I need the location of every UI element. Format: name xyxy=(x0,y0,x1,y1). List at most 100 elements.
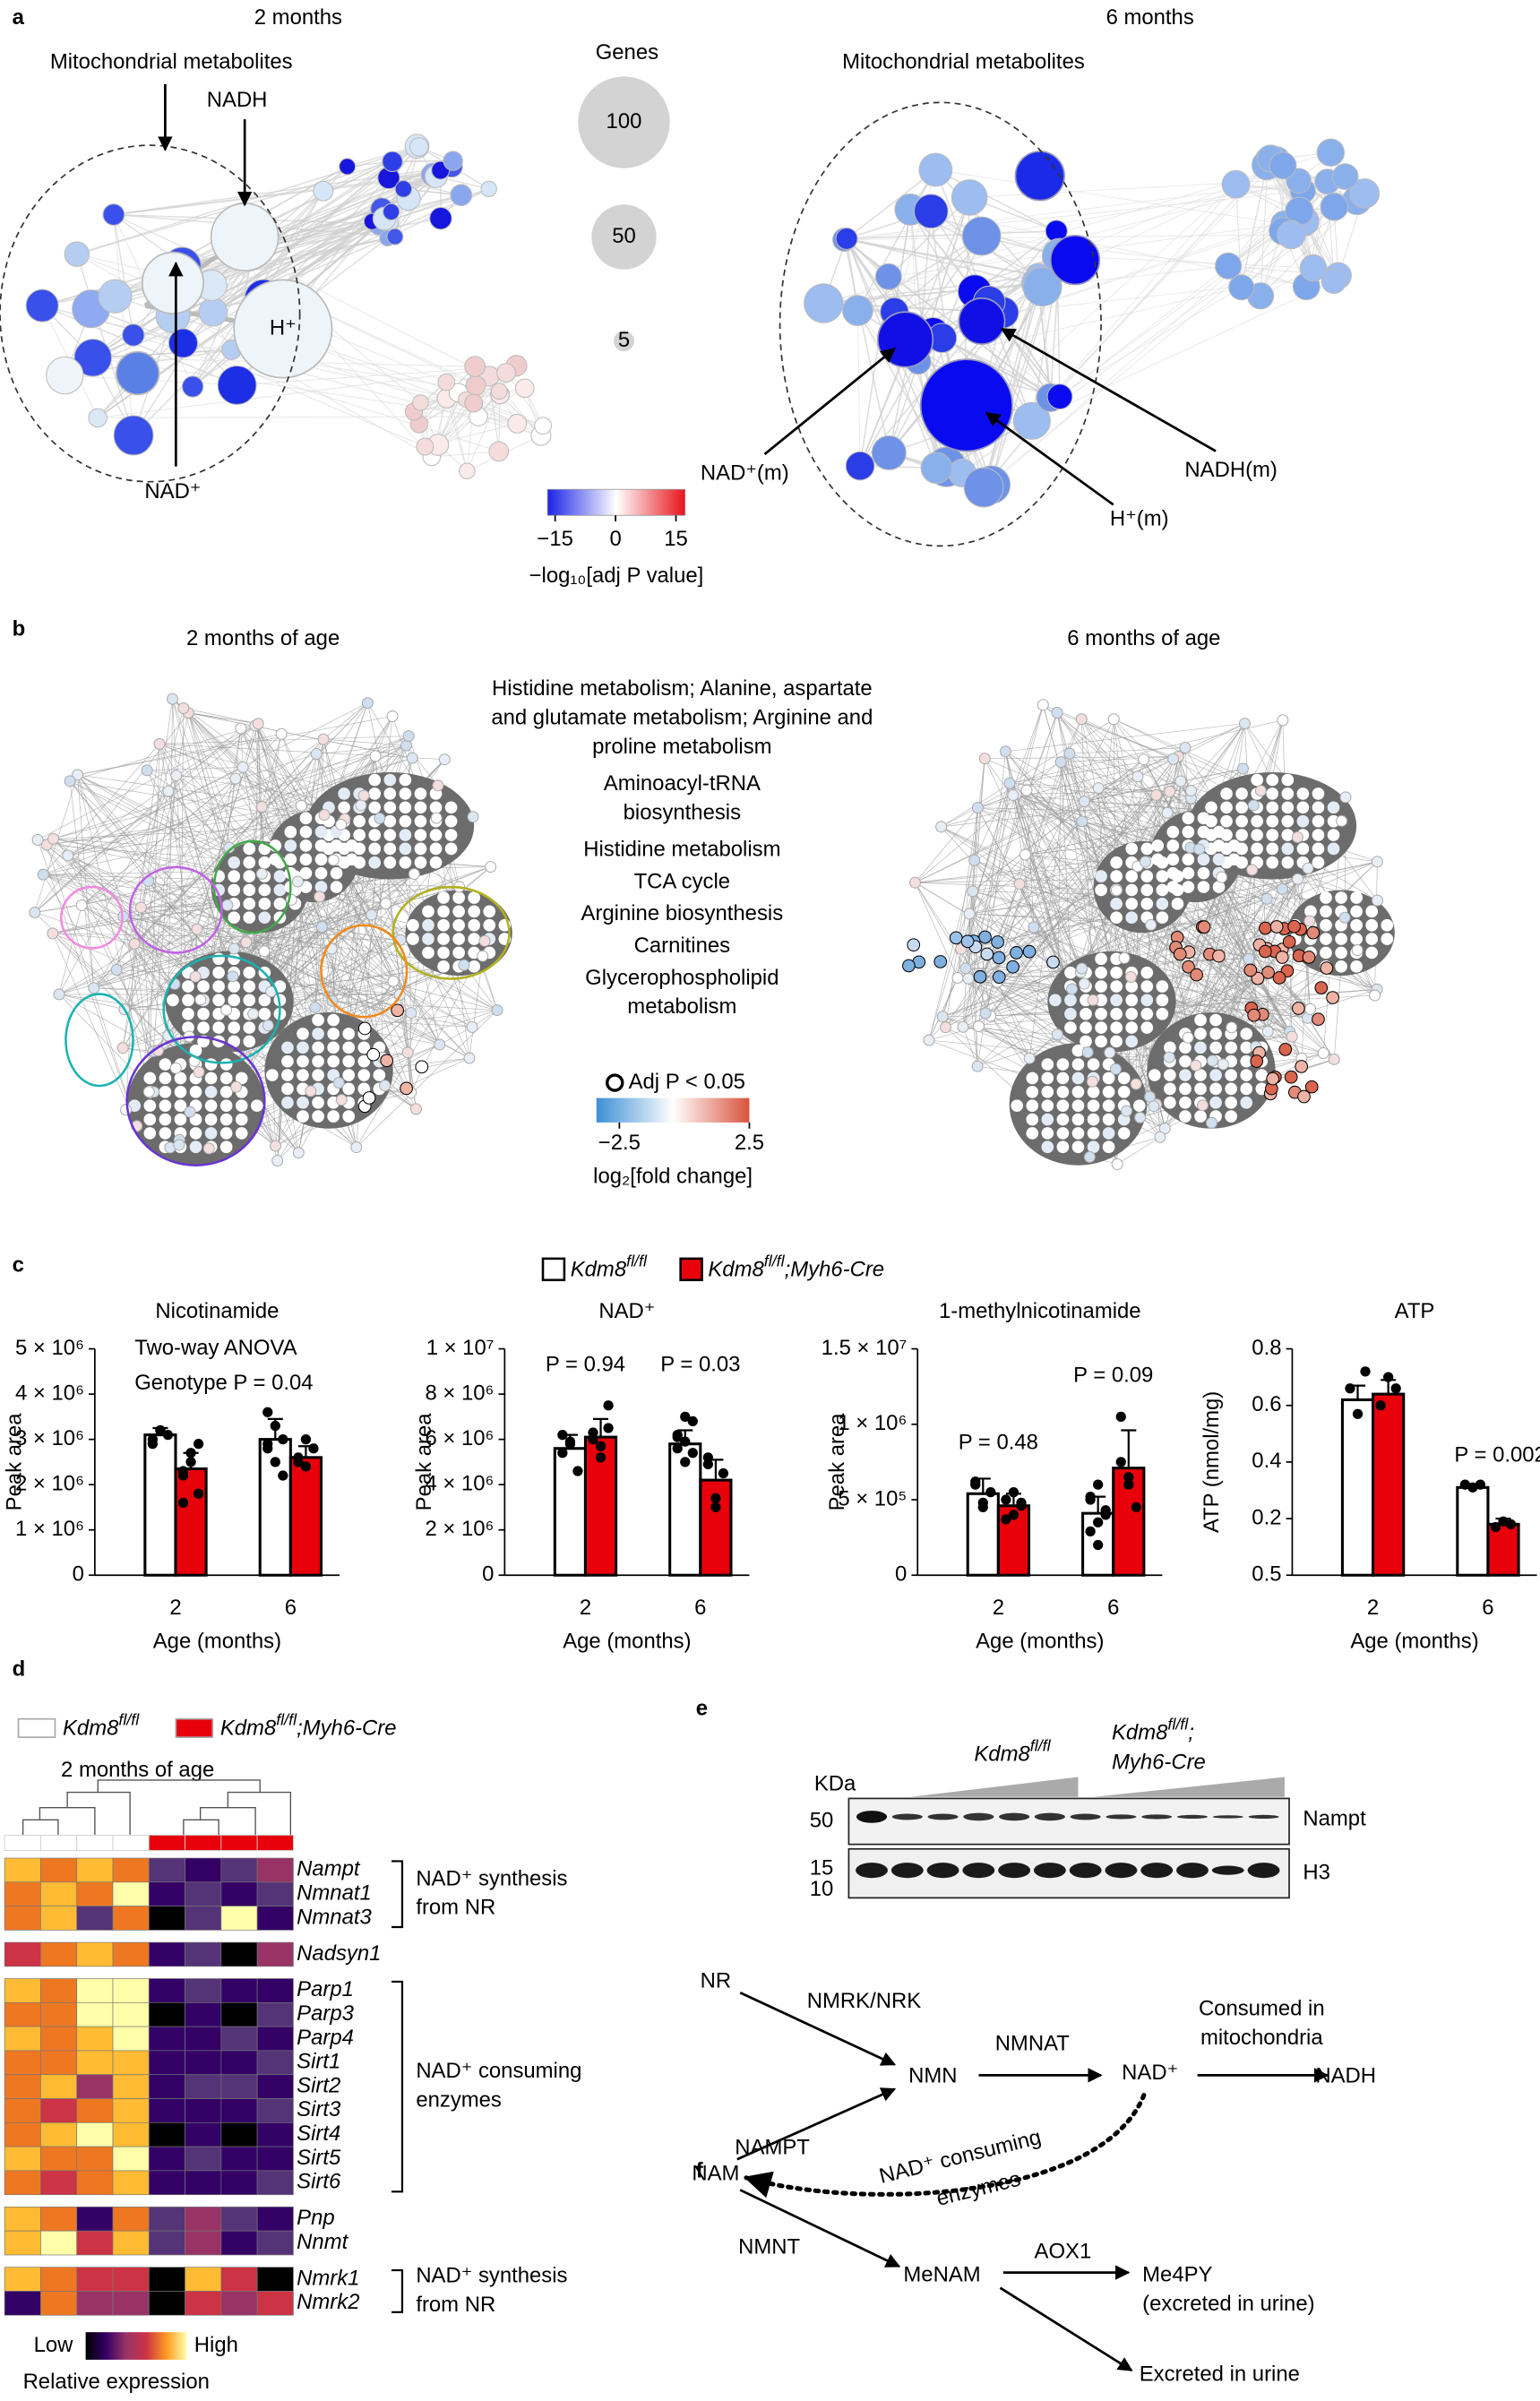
edge xyxy=(974,184,1236,292)
band xyxy=(1212,1815,1243,1819)
label: High xyxy=(194,2333,238,2357)
node xyxy=(1117,1127,1131,1140)
node xyxy=(335,1094,348,1106)
marker-label: 15 xyxy=(810,1855,834,1880)
diagram-node: NAM xyxy=(692,2162,739,2186)
x-tick-label: 6 xyxy=(694,1596,706,1620)
heatmap-cell xyxy=(112,2001,150,2027)
node xyxy=(262,1020,274,1032)
node xyxy=(1350,891,1363,904)
heatmap-cell xyxy=(112,1978,150,2003)
data-point xyxy=(1008,1486,1019,1498)
node xyxy=(1063,747,1076,760)
heatmap-cell xyxy=(40,2230,78,2256)
node xyxy=(116,1042,129,1054)
node xyxy=(1095,980,1107,993)
node xyxy=(1221,169,1251,199)
node xyxy=(496,363,516,383)
node xyxy=(400,1081,413,1096)
heatmap-cell xyxy=(256,2230,294,2256)
node xyxy=(1312,1012,1325,1027)
node xyxy=(1140,1021,1154,1034)
edge xyxy=(1312,176,1346,269)
edge xyxy=(133,334,499,452)
gene: Kdm8 xyxy=(63,1717,119,1741)
node xyxy=(252,718,264,730)
arrow xyxy=(999,2286,1133,2372)
data-point xyxy=(177,1497,189,1509)
node xyxy=(168,328,199,358)
node xyxy=(362,1091,376,1105)
node xyxy=(1303,915,1316,927)
heatmap-cell xyxy=(220,2207,258,2232)
heatmap-cell xyxy=(4,1857,41,1883)
edge xyxy=(322,926,498,1011)
node xyxy=(1321,268,1347,295)
node xyxy=(1026,1113,1039,1126)
node xyxy=(1292,1002,1305,1015)
edge xyxy=(113,214,134,336)
node xyxy=(1314,981,1329,994)
heatmap-cell xyxy=(76,2146,114,2172)
data-point xyxy=(147,1439,159,1450)
gene-label: Pnp xyxy=(297,2206,334,2230)
node xyxy=(1041,1099,1054,1112)
node xyxy=(437,933,450,945)
node xyxy=(951,179,988,216)
node xyxy=(182,1021,194,1034)
node xyxy=(1266,814,1279,828)
edge xyxy=(53,753,317,839)
node xyxy=(407,933,419,945)
node xyxy=(1365,918,1379,932)
data-point xyxy=(564,1439,576,1450)
edge xyxy=(1009,719,1283,784)
node xyxy=(1320,918,1332,932)
heatmap-cell xyxy=(148,2146,185,2172)
node xyxy=(342,1054,356,1068)
label: 2 months of age xyxy=(61,1758,214,1782)
heatmap-cell xyxy=(112,2121,150,2147)
y-tick-label: 0 xyxy=(482,1562,494,1587)
heatmap-cell xyxy=(185,2026,222,2052)
gene-label: Nmnat3 xyxy=(297,1905,372,1929)
node xyxy=(219,1140,233,1154)
arrow xyxy=(739,2189,901,2268)
node xyxy=(1179,1054,1192,1068)
node xyxy=(299,839,313,852)
edge xyxy=(1080,719,1139,777)
band xyxy=(1141,1814,1173,1820)
node xyxy=(1111,1157,1123,1170)
node xyxy=(1295,1060,1309,1073)
edge xyxy=(957,712,1058,978)
node xyxy=(53,988,65,1001)
node xyxy=(297,1096,309,1109)
node xyxy=(1110,1007,1123,1020)
heatmap-cell xyxy=(256,2026,294,2052)
node xyxy=(1215,252,1243,280)
colorbar xyxy=(596,1097,750,1123)
node xyxy=(1251,829,1264,841)
heatmap-cell xyxy=(148,2291,185,2316)
heatmap-cell xyxy=(220,1857,258,1883)
node xyxy=(1102,1140,1115,1154)
edge xyxy=(159,744,302,806)
node xyxy=(902,959,916,973)
node xyxy=(1164,1082,1176,1096)
node xyxy=(189,1044,202,1057)
node xyxy=(1287,919,1301,934)
edge xyxy=(1060,762,1072,989)
superscript: fl/fl xyxy=(276,1710,297,1728)
node xyxy=(918,152,953,187)
node xyxy=(416,437,434,456)
heatmap-cell xyxy=(148,2170,185,2196)
node xyxy=(409,1103,422,1115)
node xyxy=(1019,848,1031,861)
y-tick-label: 4 × 10⁶ xyxy=(15,1381,84,1405)
node xyxy=(1240,1096,1253,1109)
diagram-node: Consumed in xyxy=(1199,1996,1325,2020)
node xyxy=(1335,891,1347,904)
node xyxy=(468,960,481,973)
data-point xyxy=(718,1467,729,1479)
gene-label: Nnmt xyxy=(297,2230,348,2254)
node xyxy=(1182,1031,1194,1044)
